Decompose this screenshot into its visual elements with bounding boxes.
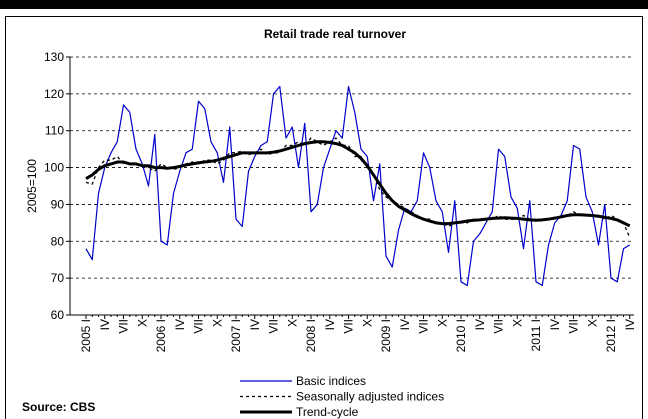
series-line <box>85 85 631 287</box>
x-tick-label: VII <box>417 319 431 334</box>
x-tick-label: IV <box>173 319 187 330</box>
x-tick-label: VII <box>492 319 506 334</box>
x-tick-label: IV <box>248 319 262 330</box>
x-tick-label: IV <box>398 319 412 330</box>
x-tick-label: 2007 I <box>229 319 243 352</box>
x-tick-label: VII <box>267 319 281 334</box>
x-tick-label: 2012 I <box>604 319 618 352</box>
x-tick-label: VII <box>117 319 131 334</box>
x-tick-label: IV <box>98 319 112 330</box>
legend-label: Basic indices <box>296 374 366 388</box>
y-tick-label: 70 <box>51 271 65 285</box>
x-tick-label: X <box>360 319 374 327</box>
y-axis-label: 2005=100 <box>25 159 39 213</box>
legend-label: Seasonally adjusted indices <box>296 390 444 404</box>
x-tick-label: VII <box>342 319 356 334</box>
x-tick-label: 2005 I <box>79 319 93 352</box>
x-tick-label: 2008 I <box>304 319 318 352</box>
x-tick-label: X <box>435 319 449 327</box>
x-tick-label: IV <box>323 319 337 330</box>
x-tick-label: X <box>135 319 149 327</box>
x-tick-label: IV <box>473 319 487 330</box>
series-line <box>85 140 631 228</box>
y-tick-label: 110 <box>45 124 64 138</box>
x-tick-label: X <box>210 319 224 327</box>
legend-label: Trend-cycle <box>296 405 359 419</box>
x-tick-label: IV <box>623 319 637 330</box>
series-line <box>85 137 631 238</box>
y-tick-label: 60 <box>51 308 65 322</box>
x-tick-label: IV <box>548 319 562 330</box>
y-tick-label: 80 <box>51 234 65 248</box>
x-tick-label: 2010 I <box>454 319 468 352</box>
x-tick-label: X <box>285 319 299 327</box>
x-tick-label: X <box>585 319 599 327</box>
chart-title: Retail trade real turnover <box>264 27 406 41</box>
source: Source: CBS <box>22 400 95 414</box>
x-tick-label: VII <box>192 319 206 334</box>
x-tick-label: VII <box>567 319 581 334</box>
x-tick-label: 2006 I <box>154 319 168 352</box>
x-tick-label: 2011 I <box>529 319 543 351</box>
x-tick-label: X <box>510 319 524 327</box>
y-tick-label: 130 <box>44 50 64 64</box>
y-tick-label: 90 <box>51 197 65 211</box>
frame <box>5 16 643 419</box>
y-tick-label: 100 <box>44 161 64 175</box>
x-tick-label: 2009 I <box>379 319 393 352</box>
y-tick-label: 120 <box>44 87 64 101</box>
top-bar <box>0 0 648 9</box>
